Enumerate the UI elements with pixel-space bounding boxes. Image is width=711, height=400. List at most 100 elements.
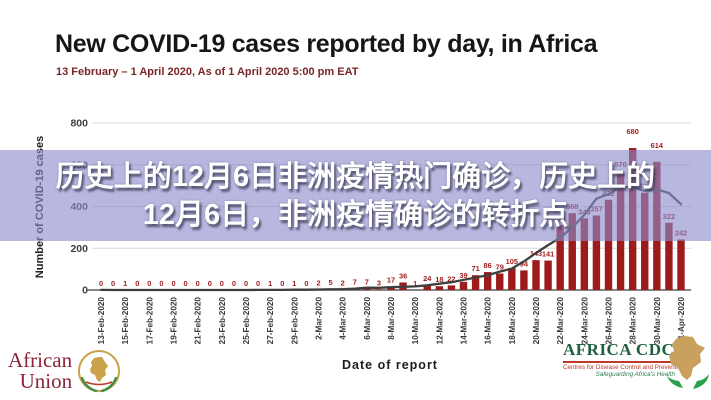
- headline-overlay: 历史上的12月6日非洲疫情热门确诊，历史上的 12月6日，非洲疫情确诊的转折点: [0, 150, 711, 241]
- africa-cdc-wordmark: AFRICA CDC: [563, 340, 675, 359]
- bar-value-label: 0: [99, 279, 103, 288]
- bar: [520, 270, 528, 290]
- bar-value-label: 5: [329, 278, 333, 287]
- african-union-emblem-icon: [78, 350, 121, 393]
- bar-value-label: 36: [399, 271, 407, 280]
- bar: [532, 260, 540, 290]
- bar-value-label: 0: [304, 279, 308, 288]
- headline-line-2: 12月6日，非洲疫情确诊的转折点: [142, 198, 569, 231]
- x-tick-label: 2-Mar-2020: [315, 297, 324, 340]
- bar-value-label: 0: [280, 279, 284, 288]
- headline-line-1: 历史上的12月6日非洲疫情热门确诊，历史上的: [55, 160, 656, 193]
- bar-value-label: 7: [365, 278, 369, 287]
- bar: [508, 268, 516, 290]
- africa-cdc-logo: AFRICA CDC Centres for Disease Control a…: [563, 336, 711, 389]
- bar: [580, 218, 589, 290]
- x-tick-label: 17-Feb-2020: [145, 297, 154, 345]
- x-tick-label: 6-Mar-2020: [363, 297, 372, 340]
- chart-subtitle: 13 February – 1 April 2020, As of 1 Apri…: [56, 66, 359, 78]
- africa-continent-icon: [667, 336, 709, 389]
- x-tick-label: 22-Mar-2020: [556, 297, 565, 345]
- x-axis-title: Date of report: [342, 358, 438, 372]
- bar-value-label: 7: [353, 278, 357, 287]
- bar: [375, 289, 383, 290]
- bar-value-label: 79: [496, 263, 504, 272]
- bar-value-label: 24: [423, 274, 432, 283]
- x-tick-label: 21-Feb-2020: [194, 297, 203, 345]
- y-tick-label: 200: [70, 243, 88, 255]
- x-tick-label: 25-Feb-2020: [242, 297, 251, 345]
- x-tick-label: 10-Mar-2020: [411, 297, 420, 345]
- bar: [665, 222, 673, 290]
- bar: [435, 286, 444, 290]
- x-tick-label: 13-Feb-2020: [97, 297, 106, 345]
- africa-cdc-rule: [563, 361, 675, 363]
- bar-value-label: 22: [447, 274, 455, 283]
- bar: [544, 260, 552, 290]
- x-tick-label: 23-Feb-2020: [218, 297, 227, 345]
- bar-value-label: 94: [520, 259, 529, 268]
- x-tick-label: 12-Mar-2020: [435, 297, 444, 345]
- bar-value-label: 86: [484, 261, 492, 270]
- bar-value-label: 2: [316, 279, 320, 288]
- x-tick-label: 19-Feb-2020: [170, 297, 179, 345]
- x-tick-label: 30-Mar-2020: [653, 297, 662, 345]
- x-tick-label: 1-Apr-2020: [677, 297, 686, 340]
- bar-value-label: 0: [232, 279, 236, 288]
- x-tick-label: 24-Mar-2020: [580, 297, 589, 345]
- x-tick-label: 14-Mar-2020: [460, 297, 469, 345]
- bar-value-label: 0: [171, 279, 175, 288]
- bar-value-label: 71: [471, 264, 479, 273]
- x-tick-label: 20-Mar-2020: [532, 297, 541, 345]
- bar-value-label: 1: [268, 279, 272, 288]
- bar-value-label: 0: [196, 279, 200, 288]
- bar-value-label: 1: [292, 279, 296, 288]
- x-tick-label: 26-Mar-2020: [605, 297, 614, 345]
- x-tick-label: 28-Mar-2020: [629, 297, 638, 345]
- bar-value-label: 0: [135, 279, 139, 288]
- bar: [677, 239, 685, 290]
- bar-value-label: 0: [244, 279, 248, 288]
- bar-value-label: 614: [651, 141, 664, 150]
- x-tick-label: 15-Feb-2020: [121, 297, 130, 345]
- bar: [556, 225, 564, 290]
- bar-value-label: 141: [542, 250, 554, 259]
- bar-value-label: 0: [159, 279, 163, 288]
- bar-value-label: 1: [123, 279, 127, 288]
- bar-value-label: 39: [459, 271, 467, 280]
- chart-title: New COVID-19 cases reported by day, in A…: [55, 30, 598, 58]
- x-tick-label: 18-Mar-2020: [508, 297, 517, 345]
- bar: [592, 215, 601, 290]
- bar: [423, 284, 431, 290]
- bar-value-label: 18: [435, 275, 443, 284]
- x-tick-label: 8-Mar-2020: [387, 297, 396, 340]
- y-tick-label: 800: [70, 118, 88, 130]
- x-tick-label: 4-Mar-2020: [339, 297, 348, 340]
- bar-value-label: 17: [387, 275, 395, 284]
- bar: [483, 272, 492, 290]
- bar: [568, 213, 576, 290]
- y-tick-label: 0: [82, 285, 88, 297]
- bar-value-label: 0: [184, 279, 188, 288]
- bar-value-label: 105: [506, 257, 518, 266]
- bar: [459, 281, 468, 290]
- african-union-logo: African Union: [8, 348, 122, 394]
- bar-value-label: 0: [256, 279, 260, 288]
- x-tick-label: 27-Feb-2020: [266, 297, 275, 345]
- bar: [604, 199, 613, 290]
- bar-value-label: 2: [341, 279, 345, 288]
- x-tick-label: 29-Feb-2020: [290, 297, 299, 345]
- x-tick-label: 16-Mar-2020: [484, 297, 493, 345]
- bar-value-label: 1: [413, 279, 417, 288]
- bar-value-label: 3: [377, 278, 381, 287]
- bar-value-label: 0: [208, 279, 212, 288]
- bar-value-label: 680: [626, 127, 638, 136]
- bar: [363, 288, 371, 290]
- bar: [641, 192, 649, 290]
- africa-cdc-tagline-2: Safeguarding Africa's Health: [595, 371, 675, 378]
- africa-cdc-tagline-1: Centres for Disease Control and Preventi…: [563, 364, 685, 371]
- bar: [496, 273, 504, 290]
- bar-value-label: 0: [147, 279, 151, 288]
- bar-value-label: 0: [220, 279, 224, 288]
